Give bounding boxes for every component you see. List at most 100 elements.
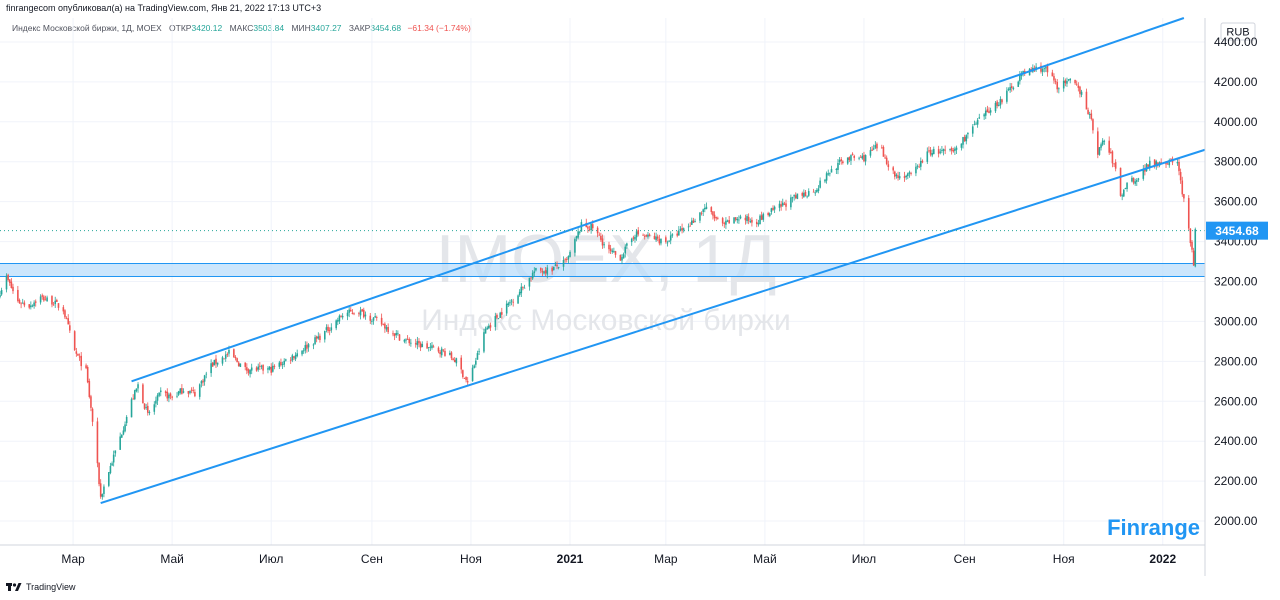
candle-body: [168, 394, 170, 399]
footer[interactable]: TradingView: [6, 582, 76, 592]
candle-body: [30, 305, 32, 308]
candle-body: [488, 325, 490, 329]
candle-body: [476, 353, 479, 360]
publisher-caption: finrangecom опубликовал(а) на TradingVie…: [6, 3, 322, 13]
candle-body: [327, 326, 329, 332]
candle-body: [328, 330, 331, 331]
tradingview-logo-text: TradingView: [26, 582, 76, 592]
candle-body: [921, 160, 924, 163]
candle-body: [858, 157, 860, 159]
candle-body: [848, 156, 851, 160]
open-value: 3420.12: [191, 23, 223, 33]
candle-body: [1155, 161, 1158, 167]
candle-body: [20, 303, 22, 305]
trendline-channel-top: [131, 17, 1185, 383]
candle-body: [1132, 177, 1135, 183]
candle-body: [997, 104, 1000, 106]
candle-body: [124, 424, 126, 432]
candle-body: [734, 217, 737, 220]
candle-body: [1067, 79, 1070, 81]
candle-body: [358, 313, 360, 315]
candle-body: [1189, 228, 1192, 244]
candle-body: [793, 195, 795, 197]
candle-body: [120, 434, 123, 438]
candle-body: [669, 235, 672, 241]
candle-body: [18, 299, 21, 304]
price-tick-label: 4400.00: [1214, 35, 1258, 49]
candle-body: [486, 327, 488, 330]
last-price-tag-bg: [1206, 221, 1268, 240]
candle-body: [882, 147, 885, 157]
candle-body: [224, 354, 227, 359]
candle-body: [965, 135, 968, 142]
candle-body: [380, 317, 383, 325]
candle-body: [859, 156, 862, 158]
candle-body: [562, 259, 565, 267]
time-axis[interactable]: Мар Май Июл Сен Ноя 2021 Мар Май Июл Сен Ноя 2022: [61, 552, 1176, 566]
candle-body: [557, 267, 560, 269]
candle-body: [702, 209, 704, 213]
candle-body: [405, 339, 407, 341]
currency-box[interactable]: [1220, 22, 1256, 41]
candle-body: [91, 408, 94, 422]
candle-body: [375, 317, 378, 318]
candle-body: [768, 213, 771, 217]
candle-body: [465, 376, 467, 381]
candle-body: [200, 381, 203, 384]
candle-body: [1103, 140, 1106, 142]
candle-body: [590, 223, 592, 231]
candle-body: [520, 286, 523, 294]
candle-body: [1001, 99, 1003, 103]
candle-body: [182, 391, 185, 393]
candle-body: [23, 302, 26, 306]
candle-body: [403, 339, 406, 342]
candle-body: [619, 254, 622, 261]
candle-body: [10, 281, 13, 289]
support-zone[interactable]: [0, 263, 1205, 278]
candle-body: [1045, 67, 1047, 69]
candle-body: [744, 217, 747, 221]
trendlines[interactable]: [100, 17, 1206, 505]
currency-label: RUB: [1226, 27, 1249, 39]
candle-body: [177, 391, 180, 395]
candle-body: [426, 343, 428, 349]
candle-body: [1058, 88, 1060, 90]
candle-body: [920, 160, 922, 167]
candle-body: [112, 454, 115, 463]
candle-body: [346, 312, 349, 317]
candle-body: [416, 341, 419, 346]
candle-body: [1119, 167, 1122, 196]
candle-body: [926, 151, 929, 162]
candle-body: [153, 404, 156, 412]
candle-body: [216, 362, 219, 365]
candle-body: [57, 303, 60, 308]
price-axis[interactable]: 2000.00 2200.00 2400.00 2600.00 2800.00 3000.…: [1214, 35, 1258, 528]
candle-body: [69, 325, 71, 331]
candle-body: [319, 335, 321, 340]
candle-body: [1009, 87, 1011, 91]
candle-body: [1134, 181, 1136, 184]
candle-body: [462, 370, 464, 378]
candle-body: [304, 345, 307, 351]
candle-body: [234, 357, 237, 359]
candle-body: [999, 98, 1002, 106]
candle-body: [483, 332, 485, 352]
symbol-legend: Индекс Московской биржи, 1Д, MOEX ОТКР34…: [12, 23, 471, 33]
candle-body: [726, 220, 729, 222]
candle-body: [869, 150, 872, 156]
candle-body: [122, 430, 125, 435]
candle-body: [609, 248, 612, 251]
candle-body: [169, 393, 172, 397]
candle-body: [1054, 81, 1057, 82]
candle-body: [803, 192, 805, 198]
candle-body: [988, 111, 990, 113]
candle-body: [1064, 80, 1067, 84]
candle-body: [942, 148, 945, 152]
candle-body: [903, 176, 906, 178]
candle-body: [164, 391, 167, 393]
candle-body: [510, 300, 513, 302]
candle-body: [210, 363, 212, 374]
candle-body: [759, 215, 761, 225]
candle-body: [133, 390, 136, 400]
